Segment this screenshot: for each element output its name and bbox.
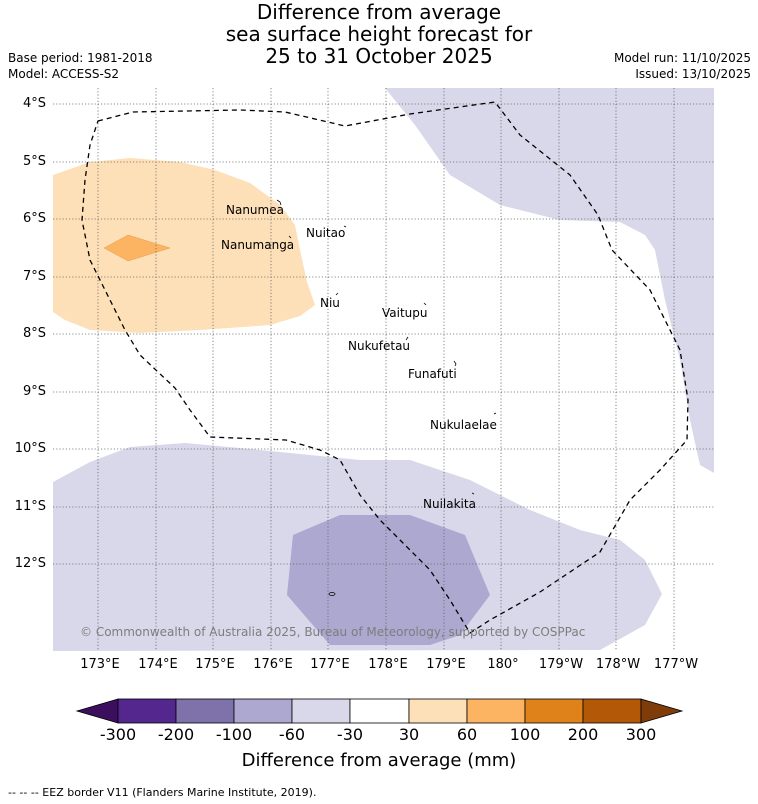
anomaly-region-positive-core [103,234,171,262]
place-label-nanumea: Nanumea [226,203,284,217]
base-period: Base period: 1981-2018 [8,51,153,65]
lon-label-178e: 178°E [368,657,408,672]
colorbar-tick: -200 [157,725,195,744]
issued-date: Issued: 13/10/2025 [635,67,751,81]
map-title-line1: Difference from average [256,0,502,24]
map-title-line2: sea surface height forecast for [225,22,533,46]
lat-label-4s: 4°S [22,96,46,111]
lat-label-10s: 10°S [14,441,46,456]
colorbar-bin-7 [466,698,526,724]
colorbar-bin-3 [233,698,293,724]
colorbar-tick: 200 [567,725,599,744]
place-label-nukulaelae: Nukulaelae [430,418,497,432]
place-label-nukufetau: Nukufetau [348,339,411,353]
model-name: Model: ACCESS-S2 [8,67,120,81]
model-run: Model run: 11/10/2025 [613,51,751,65]
islands [276,199,497,596]
copyright-notice: © Commonwealth of Australia 2025, Bureau… [80,625,586,639]
colorbar-bin-5 [349,698,410,724]
gridlines [53,88,714,651]
lat-label-9s: 9°S [22,384,46,399]
lon-label-179e: 179°E [426,657,466,672]
colorbar-tick: 30 [398,725,420,744]
place-label-nuitao: Nuitao [306,226,346,240]
map-title-line3: 25 to 31 October 2025 [265,44,493,68]
lon-label-174e: 174°E [138,657,178,672]
place-label-nuilakita: Nuilakita [423,497,476,511]
colorbar-extend-low [75,698,119,724]
colorbar-tick: 300 [625,725,657,744]
colorbar-extend-high [640,698,684,724]
colorbar-bin-8 [524,698,584,724]
eez-border [81,101,689,634]
lon-label-180: 180° [487,657,519,672]
colorbar-bin-2 [175,698,235,724]
lon-label-177w: 177°W [653,657,699,672]
colorbar-bin-4 [291,698,351,724]
colorbar-bin-1 [117,698,177,724]
place-label-vaitupu: Vaitupu [382,306,428,320]
colorbar-bin-9 [582,698,642,724]
anomaly-region-positive-west [53,158,315,333]
lon-label-176e: 176°E [253,657,293,672]
colorbar-title: Difference from average (mm) [241,750,517,771]
lon-label-173e: 173°E [80,657,120,672]
lat-label-7s: 7°S [22,269,46,284]
place-label-niu: Niu [320,296,340,310]
lat-label-12s: 12°S [14,556,46,571]
eez-legend-note: -- -- -- EEZ border V11 (Flanders Marine… [8,786,317,799]
lon-label-177e: 177°E [310,657,350,672]
lon-label-175e: 175°E [195,657,235,672]
colorbar-tick: 100 [509,725,541,744]
anomaly-region-negative-core [287,515,490,645]
lon-label-178w: 178°W [595,657,641,672]
lat-label-8s: 8°S [22,326,46,341]
colorbar-tick: -300 [99,725,137,744]
place-label-funafuti: Funafuti [408,367,457,381]
lat-label-5s: 5°S [22,154,46,169]
lat-label-6s: 6°S [22,211,46,226]
lat-label-11s: 11°S [14,499,46,514]
colorbar-tick: 60 [456,725,478,744]
place-label-nanumanga: Nanumanga [221,238,295,252]
colorbar-bin-6 [408,698,468,724]
lon-label-179w: 179°W [538,657,584,672]
anomaly-region-negative-northeast [385,88,714,473]
colorbar-tick: -100 [215,725,253,744]
colorbar [75,698,684,724]
colorbar-tick: -60 [278,725,306,744]
colorbar-tick: -30 [336,725,364,744]
